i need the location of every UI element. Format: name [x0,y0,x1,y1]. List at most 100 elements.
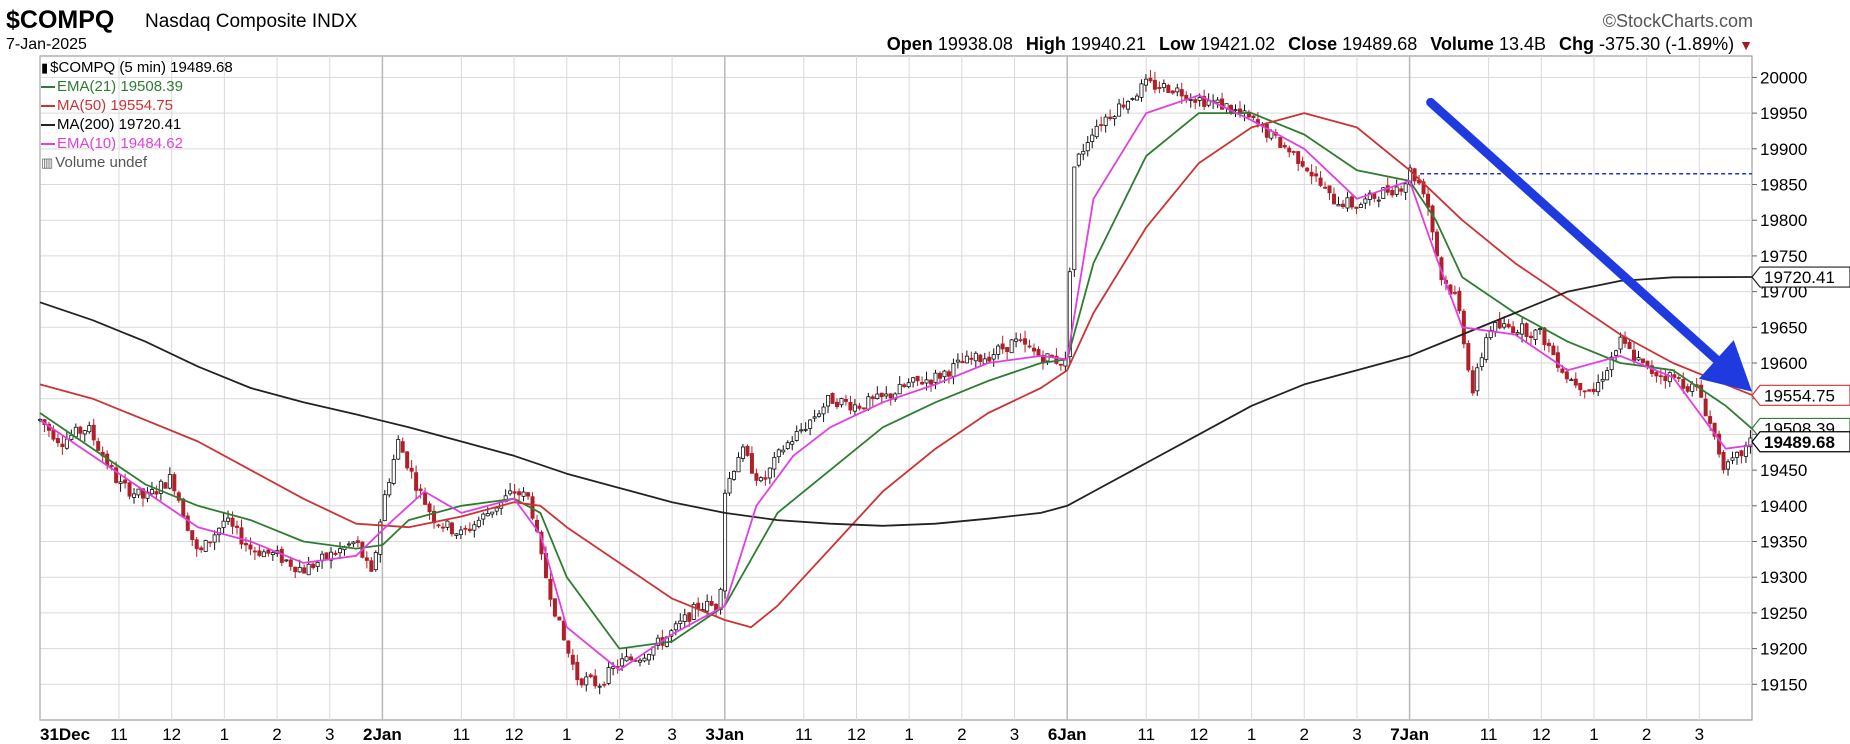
x-tick-label: 1 [220,725,229,744]
candle [1390,190,1395,196]
ma200-line [39,276,1753,527]
candle [794,431,799,441]
y-tick-label: 19450 [1760,461,1807,480]
x-tick-label: 3 [325,725,334,744]
candle [526,492,531,497]
candle [1161,83,1166,89]
legend-ma200: MA(200) 19720.41 [41,115,233,134]
candle [203,540,208,552]
candle [1112,116,1117,120]
candle [1246,111,1251,118]
candle [776,449,781,458]
candle [1403,183,1408,193]
candle [749,453,754,474]
candle [570,654,575,665]
candle [808,419,813,429]
volume-bars-icon: ▥ [41,155,54,170]
instrument-name: Nasdaq Composite INDX [145,11,358,32]
candle [839,398,844,406]
candle [494,507,499,512]
candle [337,548,342,554]
candle [1152,79,1157,90]
candle [409,467,414,472]
candle [987,356,992,362]
plot-frame [39,55,1753,721]
y-tick-label: 19850 [1760,176,1807,195]
candle [588,674,593,678]
candle [1058,363,1063,366]
legend-volume: ▥ Volume undef [41,153,233,172]
candle [1318,177,1323,186]
candle [400,441,405,453]
candle [1497,320,1502,329]
candle [1699,384,1704,398]
candle [73,426,78,438]
candle [830,393,835,404]
candle [969,357,974,360]
candle [1076,153,1081,166]
chart-date: 7-Jan-2025 [6,36,87,53]
candle [1354,206,1359,209]
y-tick-label: 19300 [1760,568,1807,587]
candle [1287,147,1292,153]
candle [270,552,275,555]
x-tick-label: 6Jan [1048,725,1087,744]
candle [297,566,302,573]
candle [1175,87,1180,93]
candle [1560,368,1565,373]
candle [1108,116,1113,120]
candle [929,379,934,385]
candle [221,520,226,528]
candle [727,478,732,494]
candle [951,363,956,377]
candle [1314,173,1319,177]
candle [1381,187,1386,199]
candle [1009,339,1014,354]
candle [333,552,338,555]
candle [1676,377,1681,379]
change-label: Chg [1559,34,1595,54]
candle [561,620,566,641]
candle [217,527,222,536]
candle [557,616,562,621]
symbol: $COMPQ [6,6,115,34]
candle [575,661,580,681]
candle [373,552,378,571]
y-tick-label: 19650 [1760,318,1807,337]
candle [629,656,634,661]
candle [1734,451,1739,458]
candle [1134,95,1139,101]
candle [60,443,65,448]
ohlc-summary: Open 19938.08 High 19940.21 Low 19421.02… [887,34,1753,55]
candle [212,534,217,543]
candle [620,658,625,667]
candle [1663,375,1668,381]
candle [1466,343,1471,371]
legend-ema21: EMA(21) 19508.39 [41,77,233,96]
candle [902,384,907,388]
candle [1327,185,1332,194]
candle [673,623,678,631]
x-tick-label: 1 [562,725,571,744]
candle [485,513,490,517]
candle [1251,115,1256,119]
candle [946,371,951,377]
candle [1296,151,1301,164]
candle [248,544,253,550]
candle [288,559,293,567]
y-tick-label: 19600 [1760,354,1807,373]
candle [1452,292,1457,294]
candle [637,659,642,663]
axis-tag-ma50 [1751,384,1850,406]
candle [835,401,840,408]
low-label: Low [1159,34,1196,54]
candle [758,477,763,482]
candle [821,406,826,415]
candle [1394,186,1399,195]
candle [1139,83,1144,98]
candle [705,600,710,612]
candle [1027,345,1032,348]
candle [387,481,392,496]
ma50-line [39,112,1753,629]
x-tick-label: 11 [1480,725,1498,744]
